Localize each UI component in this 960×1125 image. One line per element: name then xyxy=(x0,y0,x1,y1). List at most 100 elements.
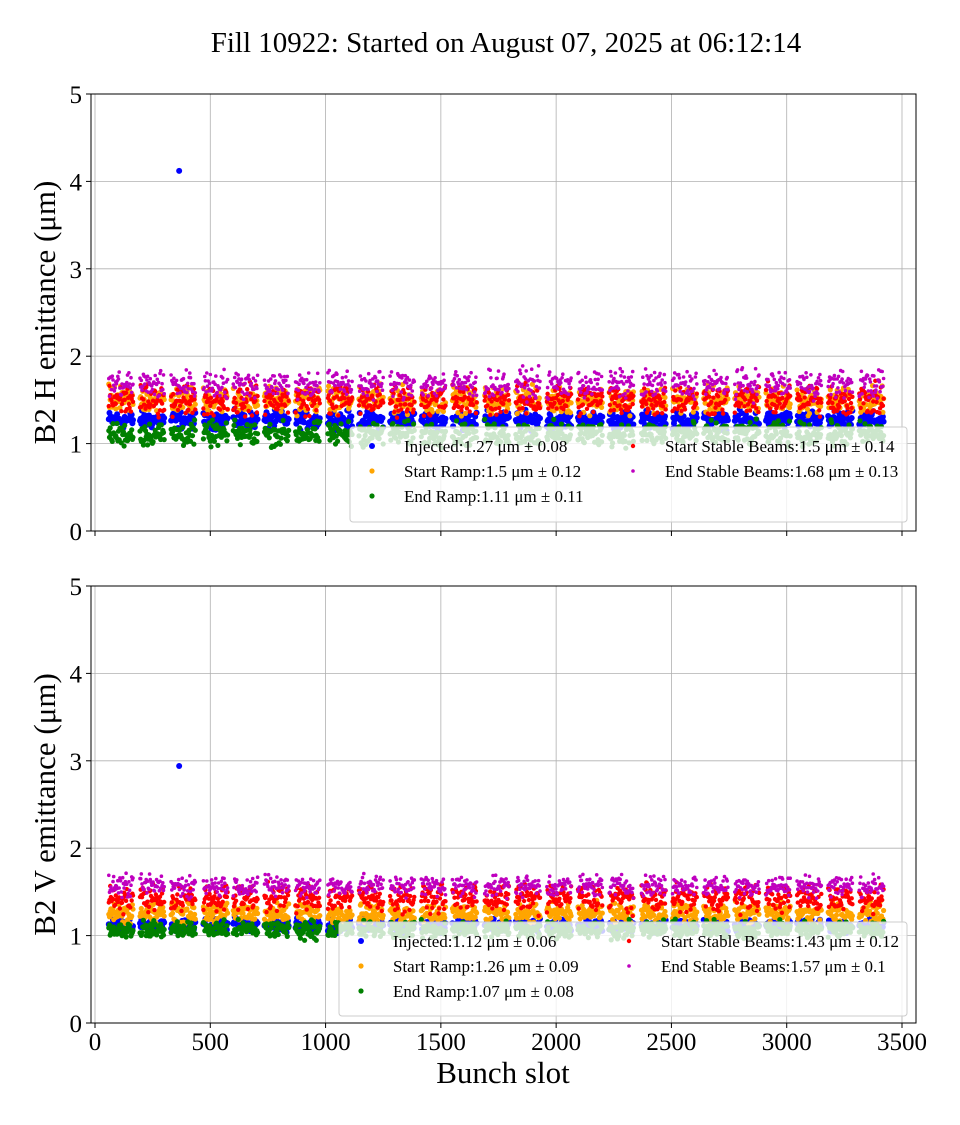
data-point xyxy=(350,388,354,392)
data-point xyxy=(286,428,291,433)
data-point xyxy=(140,379,144,383)
data-point xyxy=(660,383,664,387)
data-point xyxy=(215,443,220,448)
data-point xyxy=(813,394,817,398)
data-point xyxy=(212,413,216,417)
data-point xyxy=(344,375,348,379)
data-point xyxy=(284,379,288,383)
data-point xyxy=(495,377,499,381)
data-point xyxy=(433,376,437,380)
data-point xyxy=(342,396,346,400)
data-point xyxy=(316,372,320,376)
data-point xyxy=(210,418,215,423)
data-point xyxy=(582,384,586,388)
data-point xyxy=(131,383,135,387)
data-point xyxy=(127,406,131,410)
data-point xyxy=(364,379,368,383)
data-point xyxy=(205,412,209,416)
data-point xyxy=(221,376,225,380)
data-point xyxy=(587,387,591,391)
data-point xyxy=(248,432,253,437)
data-point xyxy=(335,439,340,444)
data-point xyxy=(497,369,501,373)
data-point xyxy=(403,402,407,406)
data-point xyxy=(547,373,551,377)
data-point xyxy=(130,417,136,423)
data-point xyxy=(776,387,780,391)
data-point xyxy=(380,382,384,386)
data-point xyxy=(776,418,781,423)
data-point xyxy=(335,372,339,376)
data-point xyxy=(279,375,283,379)
legend-label: End Stable Beams:1.68 μm ± 0.13 xyxy=(665,462,898,481)
data-point xyxy=(453,377,457,381)
data-point xyxy=(341,376,345,380)
y-tick-label: 2 xyxy=(70,836,83,863)
data-point xyxy=(263,378,267,382)
data-point xyxy=(755,393,759,397)
data-point xyxy=(460,405,464,409)
data-point xyxy=(608,403,612,407)
data-point xyxy=(664,390,668,394)
data-point xyxy=(306,391,310,395)
data-point xyxy=(695,382,699,386)
data-point xyxy=(411,421,416,426)
data-point xyxy=(818,415,822,419)
data-point xyxy=(224,420,229,425)
data-point xyxy=(537,415,543,421)
data-point xyxy=(462,421,467,426)
data-point xyxy=(522,395,526,399)
data-point xyxy=(752,401,756,405)
data-point xyxy=(189,376,193,380)
data-point xyxy=(646,408,650,412)
data-point xyxy=(192,417,197,422)
data-point xyxy=(398,403,402,407)
data-point xyxy=(180,425,185,430)
data-point xyxy=(777,384,781,388)
data-point xyxy=(817,408,821,412)
data-point xyxy=(313,388,317,392)
data-point xyxy=(426,394,430,398)
data-point xyxy=(594,388,598,392)
data-point xyxy=(837,404,841,408)
data-point xyxy=(681,392,685,396)
data-point xyxy=(624,396,628,400)
data-point xyxy=(130,391,134,395)
data-point xyxy=(741,366,745,370)
data-point xyxy=(622,382,626,386)
data-point xyxy=(245,391,249,395)
data-point xyxy=(358,412,362,416)
data-point xyxy=(599,399,603,403)
data-point xyxy=(773,378,777,382)
data-point xyxy=(243,414,247,418)
data-point xyxy=(561,372,565,376)
data-point xyxy=(585,391,589,395)
data-point xyxy=(529,389,533,393)
data-point xyxy=(186,408,190,412)
data-point xyxy=(687,385,691,389)
data-point xyxy=(124,391,128,395)
data-point xyxy=(255,431,260,436)
data-point xyxy=(253,396,257,400)
data-point xyxy=(315,384,319,388)
data-point xyxy=(875,384,879,388)
data-point xyxy=(658,372,662,376)
data-point xyxy=(842,396,846,400)
data-point xyxy=(521,364,525,368)
data-point xyxy=(872,374,876,378)
data-point xyxy=(816,392,820,396)
data-point xyxy=(627,413,632,418)
data-point xyxy=(328,412,332,416)
data-point xyxy=(129,376,133,380)
data-point xyxy=(245,387,249,391)
data-point xyxy=(215,391,219,395)
data-point xyxy=(225,415,231,421)
data-point xyxy=(844,389,848,393)
data-point xyxy=(704,392,708,396)
data-point xyxy=(686,389,690,393)
x-tick-label: 3500 xyxy=(877,1029,927,1056)
data-point xyxy=(330,390,334,394)
data-point xyxy=(871,394,875,398)
data-point xyxy=(834,396,838,400)
